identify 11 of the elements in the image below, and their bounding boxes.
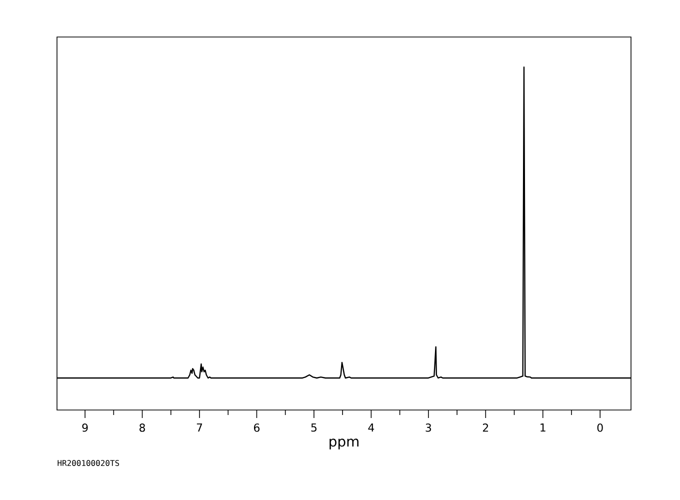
x-tick-label: 3 <box>426 424 432 432</box>
x-tick-label: 7 <box>196 424 202 432</box>
x-tick-label: 1 <box>540 424 546 432</box>
x-tick-label: 4 <box>368 424 374 432</box>
x-tick-label: 2 <box>482 424 488 432</box>
x-tick-label: 5 <box>311 424 316 432</box>
x-tick-label: 9 <box>82 424 88 432</box>
x-tick-label: 8 <box>140 424 145 432</box>
x-tick-label: 6 <box>254 424 260 432</box>
x-tick-label: 0 <box>597 424 603 432</box>
x-axis-title: ppm <box>330 438 358 450</box>
